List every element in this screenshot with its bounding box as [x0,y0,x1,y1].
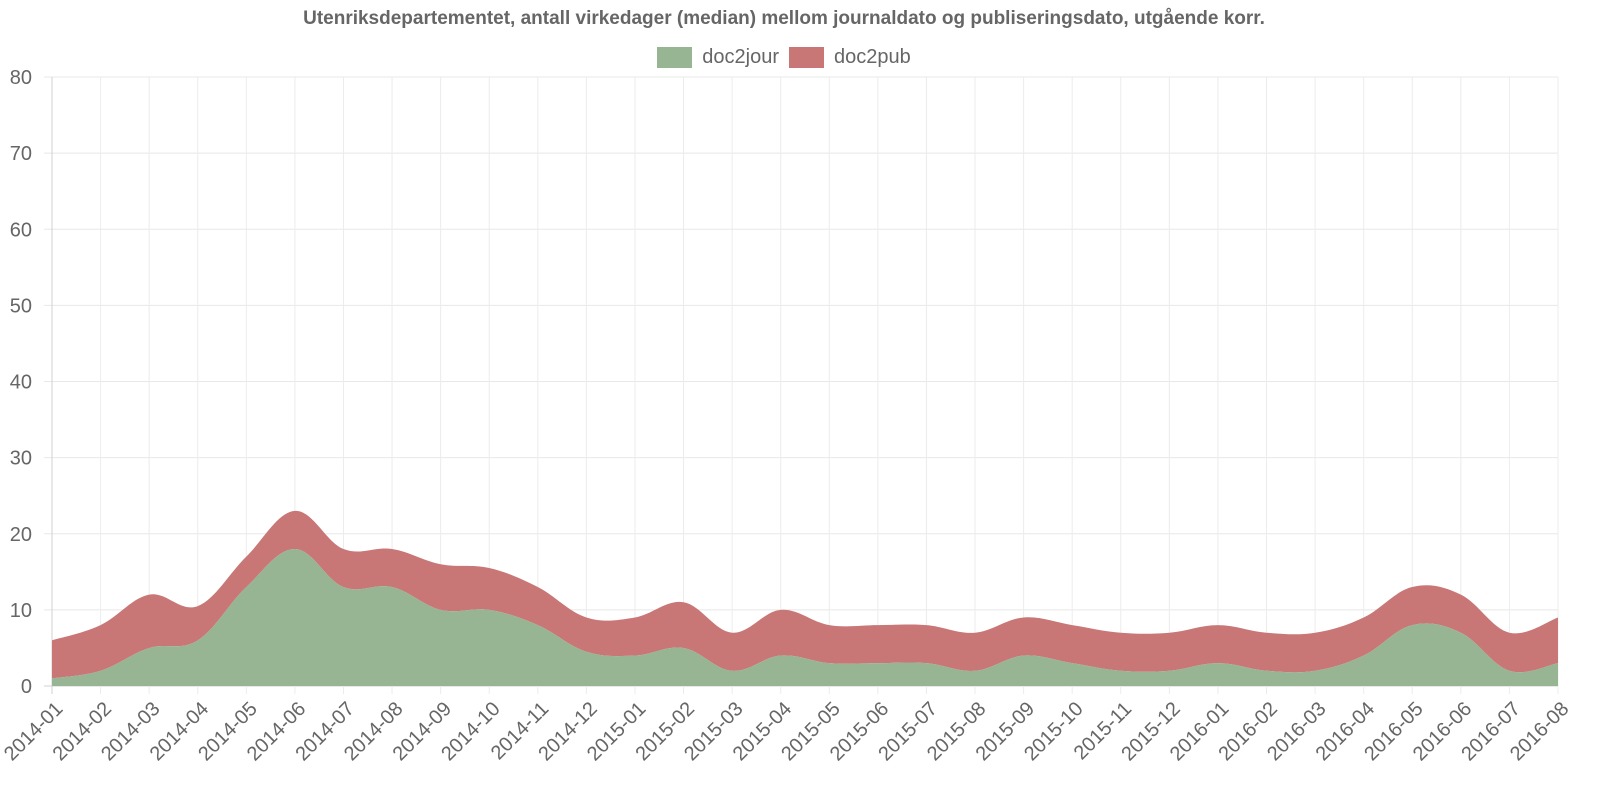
y-tick-label: 20 [10,524,32,546]
legend-label-doc2jour: doc2jour [702,46,779,68]
y-tick-label: 40 [10,372,32,394]
area-doc2pub [52,510,1558,679]
y-tick-label: 0 [21,676,32,698]
y-tick-label: 30 [10,448,32,470]
y-tick-label: 80 [10,67,32,89]
y-tick-label: 50 [10,295,32,317]
y-tick-label: 70 [10,143,32,165]
legend: doc2jour doc2pub [0,46,1568,69]
area-doc2jour [52,548,1558,686]
y-tick-label: 10 [10,600,32,622]
legend-item-doc2jour[interactable]: doc2jour [657,46,779,69]
legend-swatch-doc2jour [657,47,693,68]
legend-swatch-doc2pub [788,47,824,68]
legend-label-doc2pub: doc2pub [833,46,911,68]
legend-item-doc2pub[interactable]: doc2pub [788,46,911,69]
y-tick-label: 60 [10,219,32,241]
chart-title: Utenriksdepartementet, antall virkedager… [303,8,1265,29]
